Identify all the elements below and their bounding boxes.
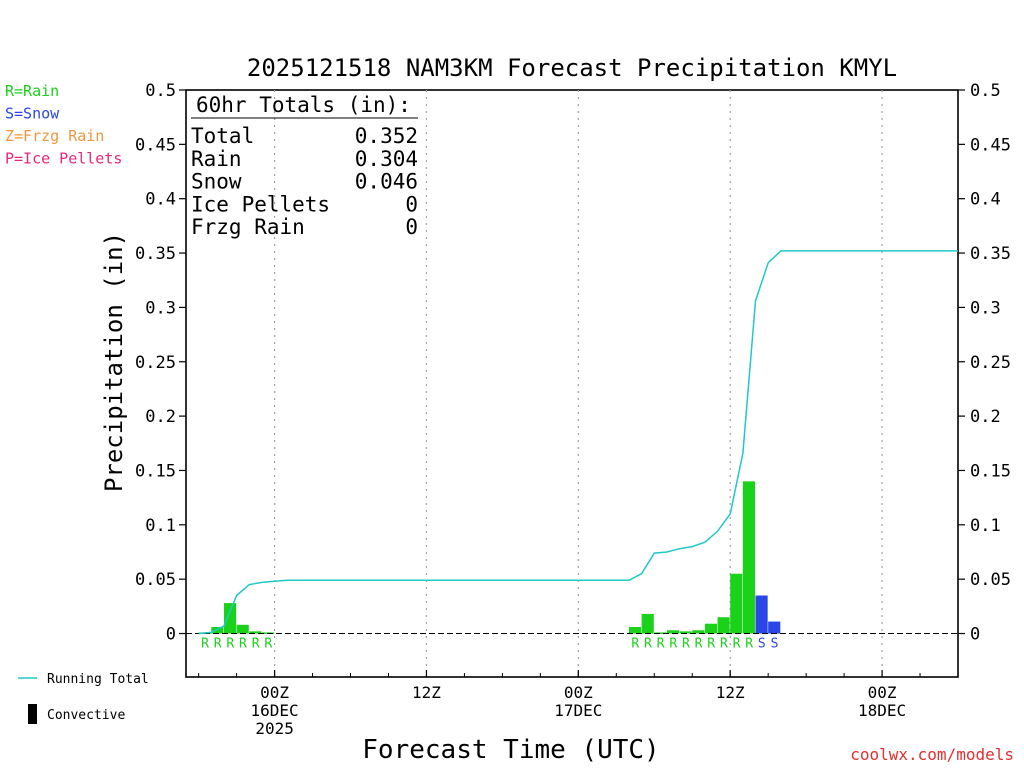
precip-bar xyxy=(628,626,642,634)
x-tick-label: 00Z xyxy=(260,683,289,702)
precip-type-letter: R xyxy=(695,637,703,652)
precip-bar xyxy=(755,595,768,634)
x-tick-label: 18DEC xyxy=(858,701,906,720)
y-tick-label-right: 0.3 xyxy=(970,298,1001,318)
precip-bar xyxy=(666,630,680,634)
precip-bar xyxy=(679,631,692,634)
totals-row-label: Total xyxy=(191,124,254,148)
y-tick-label-right: 0.45 xyxy=(970,135,1011,155)
y-tick-label-left: 0.4 xyxy=(145,190,176,210)
precip-type-letter: R xyxy=(682,637,690,652)
precip-bar xyxy=(704,623,718,634)
y-tick-label-right: 0.5 xyxy=(970,81,1001,101)
y-tick-label-left: 0.2 xyxy=(145,407,176,427)
totals-row-label: Rain xyxy=(191,147,242,171)
y-tick-label-left: 0.15 xyxy=(135,461,176,481)
chart-title: 2025121518 NAM3KM Forecast Precipitation… xyxy=(247,54,897,82)
running-total-line xyxy=(198,250,958,635)
precip-bar xyxy=(654,632,667,634)
precip-bar xyxy=(730,573,743,634)
precip-type-letter: R xyxy=(239,637,247,652)
precip-type-letter: R xyxy=(252,637,260,652)
series-legend-label: Running Total xyxy=(47,672,149,687)
x-axis-label: Forecast Time (UTC) xyxy=(362,735,659,765)
x-tick-label: 2025 xyxy=(255,719,294,738)
precip-bar xyxy=(249,631,262,634)
y-tick-label-left: 0.05 xyxy=(135,570,176,590)
series-legend-label: Convective xyxy=(47,708,125,723)
totals-row-value: 0 xyxy=(405,192,418,216)
totals-table: 60hr Totals (in): Total 0.352 Rain 0.304 Sno… xyxy=(191,93,418,239)
precip-type-letter: R xyxy=(657,637,665,652)
type-legend-item: Z=Frzg Rain xyxy=(5,127,104,145)
precip-bar xyxy=(717,617,730,634)
precip-type-letter: R xyxy=(745,637,753,652)
precip-type-letter: R xyxy=(720,637,728,652)
type-legend-item: S=Snow xyxy=(5,105,60,123)
precip-type-letter: R xyxy=(669,637,677,652)
totals-row-label: Ice Pellets xyxy=(191,192,330,216)
x-tick-label: 00Z xyxy=(564,683,593,702)
x-tick-label: 16DEC xyxy=(251,701,299,720)
y-tick-label-right: 0 xyxy=(970,625,980,645)
y-tick-label-right: 0.05 xyxy=(970,570,1011,590)
y-tick-label-left: 0.3 xyxy=(145,298,176,318)
plot-frame xyxy=(185,89,959,678)
precip-type-legend: R=Rain S=Snow Z=Frzg Rain P=Ice Pellets xyxy=(5,82,122,168)
precip-type-letter: R xyxy=(214,637,222,652)
convective-legend-swatch xyxy=(28,704,37,724)
precip-bar xyxy=(641,613,654,634)
totals-header: 60hr Totals (in): xyxy=(196,93,411,117)
y-tick-label-right: 0.1 xyxy=(970,516,1001,536)
y-tick-label-right: 0.25 xyxy=(970,353,1011,373)
y-tick-label-right: 0.2 xyxy=(970,407,1001,427)
precip-type-letter: S xyxy=(758,637,766,652)
precip-type-letter: S xyxy=(771,637,779,652)
precip-type-letter: R xyxy=(733,637,741,652)
totals-row-label: Snow xyxy=(191,170,242,194)
totals-row-label: Frzg Rain xyxy=(191,215,305,239)
y-tick-label-left: 0 xyxy=(166,625,176,645)
totals-row-value: 0.304 xyxy=(355,147,418,171)
y-tick-label-right: 0.35 xyxy=(970,244,1011,264)
y-tick-label-left: 0.35 xyxy=(135,244,176,264)
precip-bars xyxy=(198,481,781,634)
x-tick-label: 00Z xyxy=(868,683,897,702)
y-tick-label-right: 0.15 xyxy=(970,461,1011,481)
precip-bar xyxy=(236,624,249,634)
y-tick-label-left: 0.25 xyxy=(135,353,176,373)
totals-row-value: 0.352 xyxy=(355,124,418,148)
source-credit: coolwx.com/models xyxy=(850,745,1014,764)
y-tick-label-left: 0.5 xyxy=(145,81,176,101)
precip-type-letter: R xyxy=(707,637,715,652)
precip-type-letter: R xyxy=(644,637,652,652)
x-tick-label: 17DEC xyxy=(554,701,602,720)
totals-row-value: 0.046 xyxy=(355,170,418,194)
precip-type-letter: R xyxy=(201,637,209,652)
series-legend: Running Total Convective xyxy=(18,672,149,724)
precip-type-letter: R xyxy=(264,637,272,652)
y-tick-label-right: 0.4 xyxy=(970,190,1001,210)
precip-bar xyxy=(223,603,237,634)
totals-row-value: 0 xyxy=(405,215,418,239)
x-tick-label: 12Z xyxy=(716,683,745,702)
type-legend-item: R=Rain xyxy=(5,82,59,100)
y-axis-ticks: 0.5 0.5 0.45 0.45 0.4 0.4 0.35 0.35 0.3 0.3 0.25 0.… xyxy=(135,81,1011,645)
y-axis-label: Precipitation (in) xyxy=(100,232,128,492)
precip-type-letter: R xyxy=(226,637,234,652)
y-tick-label-left: 0.1 xyxy=(145,516,176,536)
precip-bar xyxy=(211,626,224,634)
precip-bar xyxy=(768,621,781,634)
precip-type-letter: R xyxy=(631,637,639,652)
y-tick-label-left: 0.45 xyxy=(135,135,176,155)
precip-bar xyxy=(742,481,756,634)
precip-bar xyxy=(692,630,705,634)
x-tick-label: 12Z xyxy=(412,683,441,702)
type-legend-item: P=Ice Pellets xyxy=(5,150,122,168)
